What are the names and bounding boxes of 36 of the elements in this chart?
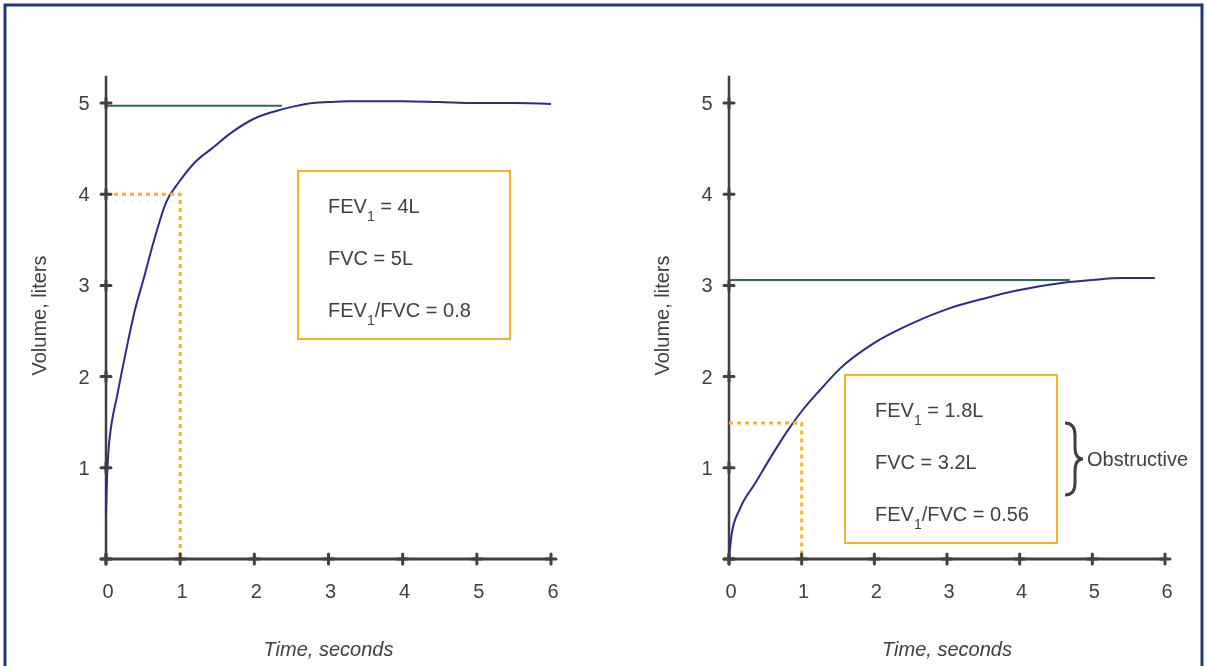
y-axis-title: Volume, liters — [651, 255, 673, 376]
x-tick-label: 6 — [547, 580, 559, 602]
annotation: FEV$_{1}$ = 1.8L — [875, 399, 984, 428]
x-tick-label: 4 — [399, 580, 411, 602]
x-tick-label: 5 — [473, 580, 485, 602]
x-axis-title: Time, seconds — [263, 638, 394, 660]
y-tick-label: 3 — [701, 274, 713, 297]
y-tick-label: 4 — [78, 183, 90, 206]
annotation: FVC = 5L — [328, 247, 414, 269]
y-tick-label: 5 — [78, 92, 90, 114]
x-tick-label: 2 — [870, 580, 882, 602]
x-tick-label: 3 — [943, 580, 955, 602]
x-tick-label: 0 — [102, 580, 114, 602]
line-series — [105, 100, 552, 515]
y-tick-label: 2 — [701, 365, 713, 388]
annotation: FVC = 3.2L — [875, 451, 977, 473]
x-tick-label: 2 — [250, 580, 262, 602]
annotation: FEV$_{1}$/FVC = 0.8 — [328, 299, 471, 328]
x-tick-label: 1 — [798, 580, 810, 602]
x-tick-label: 1 — [176, 580, 188, 602]
y-tick-label: 4 — [701, 183, 713, 206]
x-axis-title: Time, seconds — [882, 638, 1012, 660]
y-axis-title: Volume, liters — [28, 255, 50, 376]
y-tick-label: 3 — [78, 274, 90, 297]
x-tick-label: 0 — [725, 580, 737, 602]
y-tick-label: 1 — [78, 456, 90, 479]
y-tick-label: 2 — [78, 365, 90, 388]
annotation: FEV$_{1}$/FVC = 0.56 — [875, 503, 1029, 532]
y-tick-label: 5 — [701, 92, 713, 114]
x-tick-label: 5 — [1088, 580, 1100, 602]
annotation: Obstructive — [1087, 448, 1189, 470]
y-tick-label: 1 — [701, 456, 713, 479]
x-tick-label: 6 — [1161, 580, 1173, 602]
annotation: FEV$_{1}$ = 4L — [328, 195, 420, 224]
x-tick-label: 3 — [324, 580, 337, 602]
x-tick-label: 4 — [1016, 580, 1028, 602]
